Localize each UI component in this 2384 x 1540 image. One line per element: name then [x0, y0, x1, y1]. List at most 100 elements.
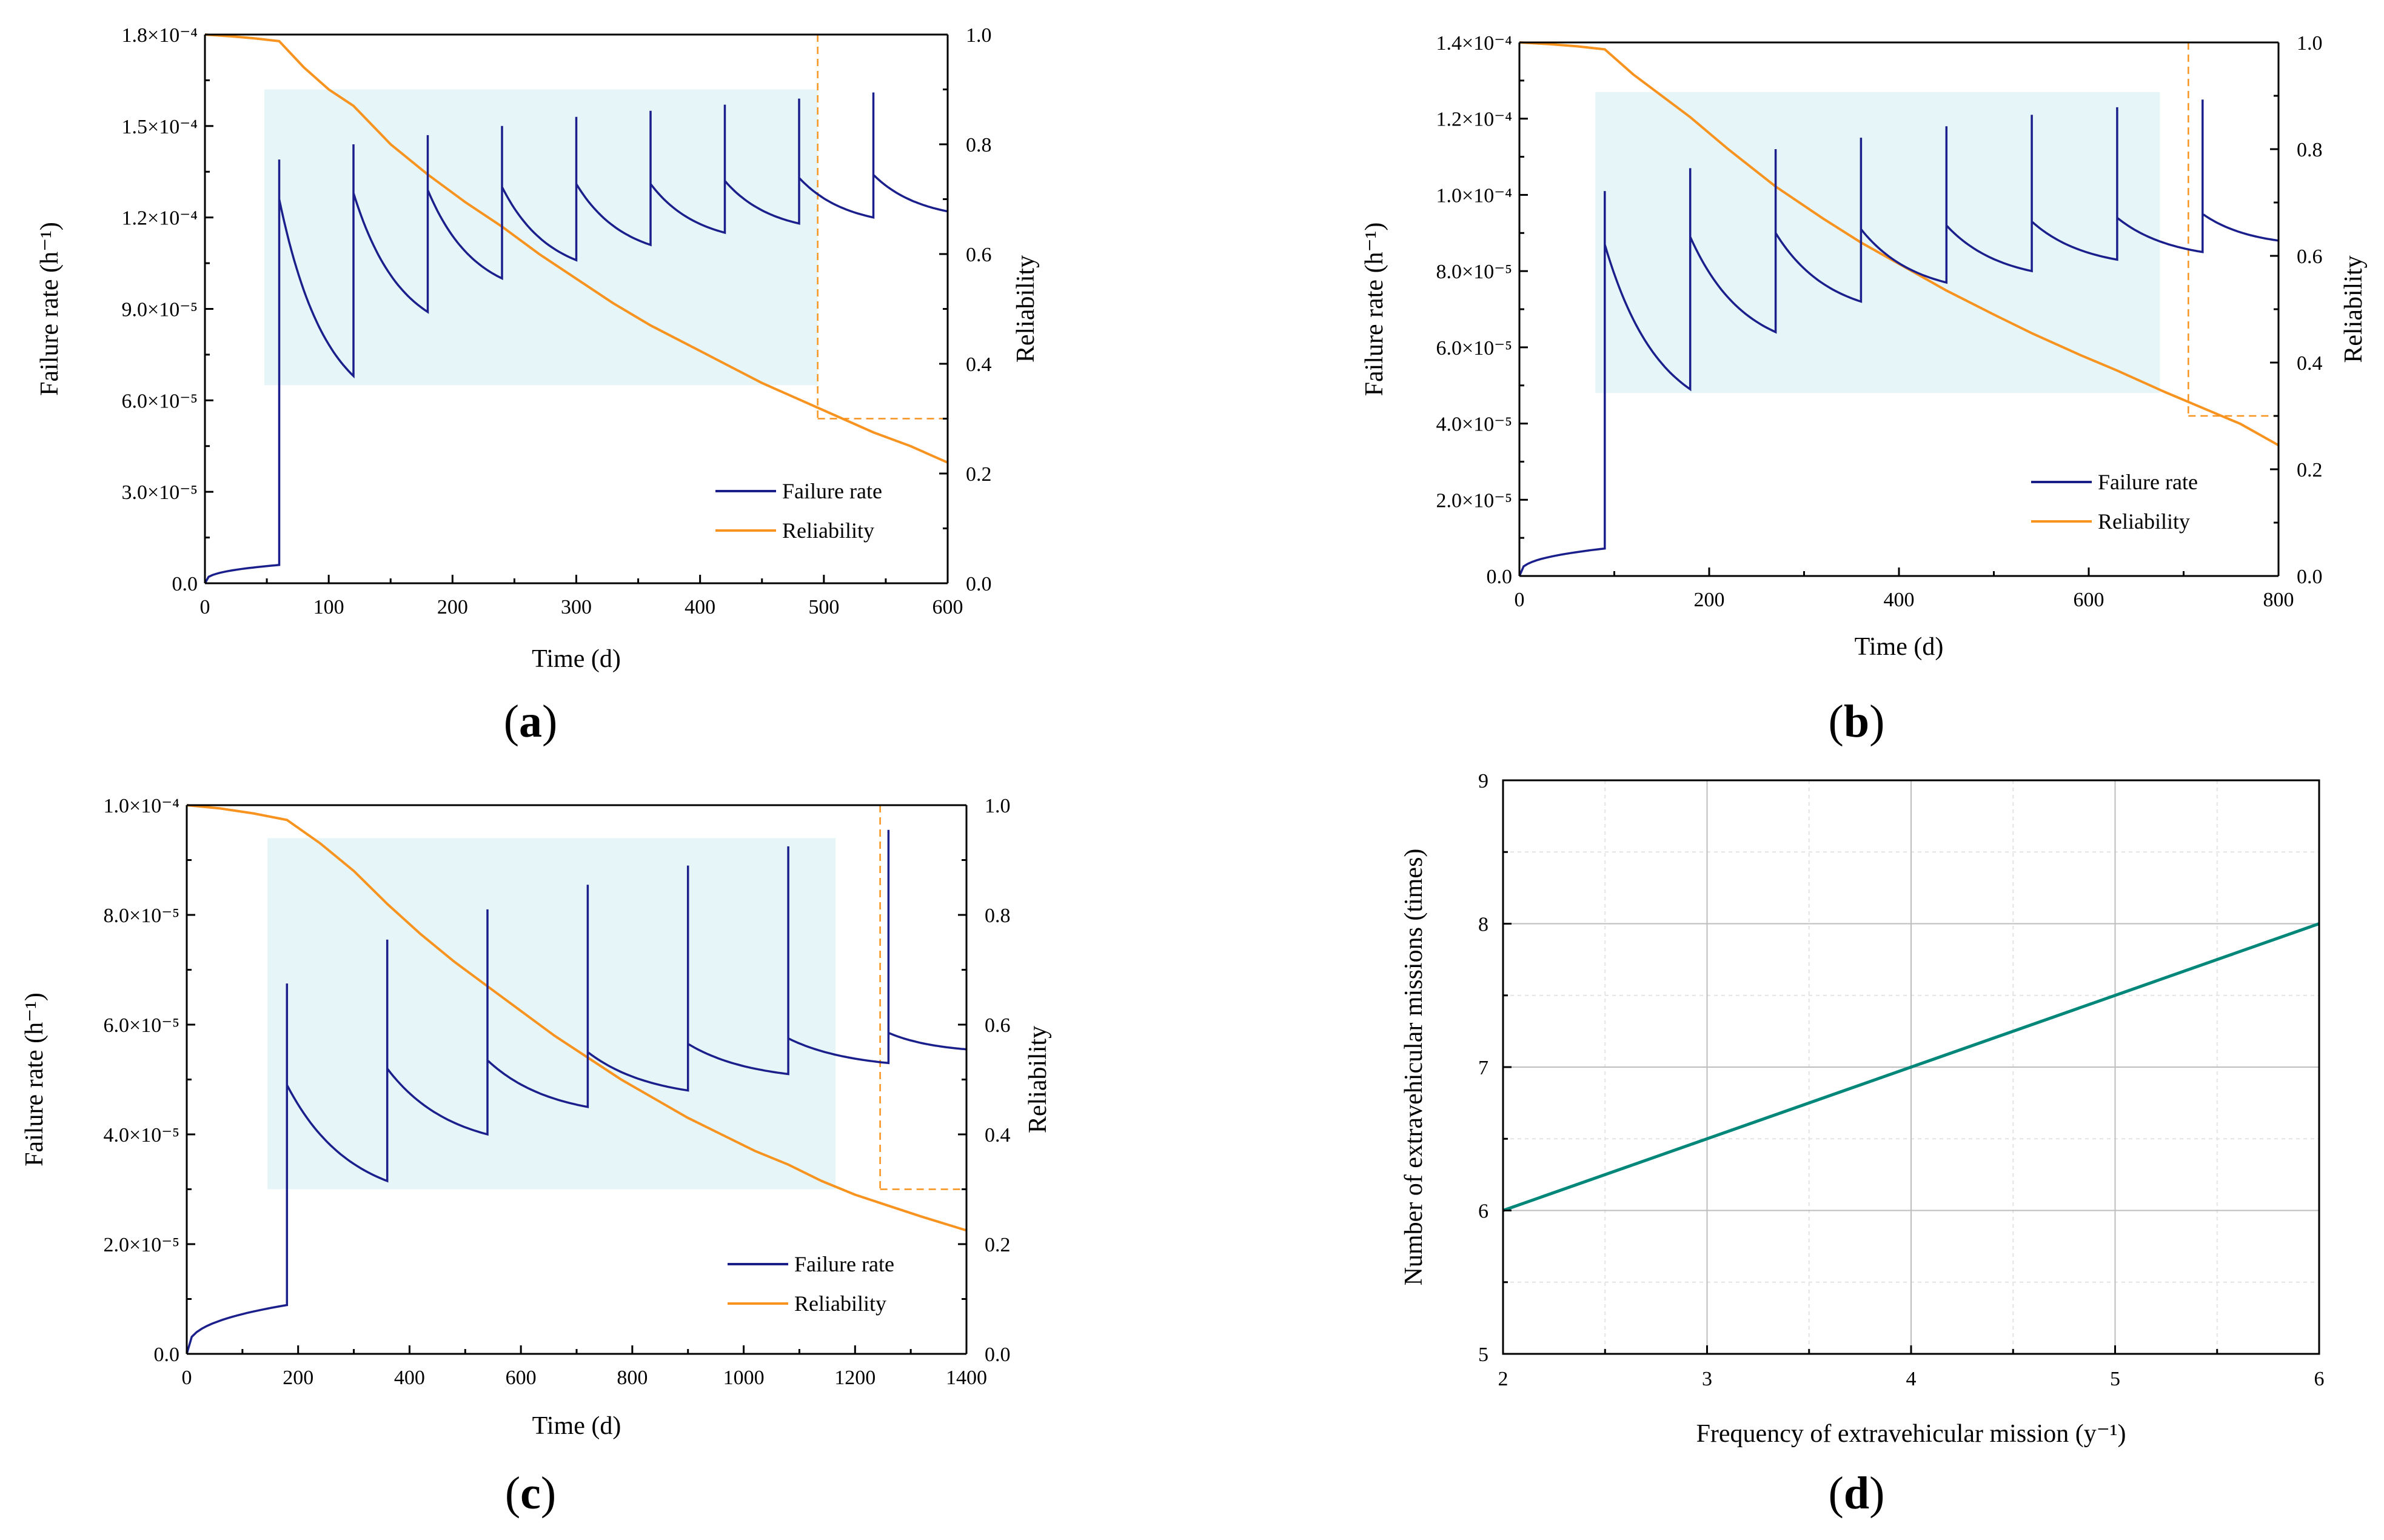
x-tick-label: 800 — [617, 1367, 648, 1389]
panel-label: (d) — [1829, 1468, 1885, 1519]
x-tick-label: 600 — [933, 596, 963, 618]
panel-label-close-paren: ) — [1869, 696, 1884, 747]
x-tick-label: 1000 — [723, 1367, 765, 1389]
panel-label-letter: b — [1844, 696, 1869, 747]
chart-panel-a: 0 100 200 300 400 500 6000.03.0×10⁻⁵6.0×10⁻⁵9.… — [36, 24, 1040, 747]
y-right-tick-label: 0.4 — [2297, 352, 2323, 375]
chart-panel-b: 0 200 400 600 8000.02.0×10⁻⁵4.0×10⁻⁵6.0×10⁻⁵… — [1361, 32, 2368, 747]
y-left-tick-label: 4.0×10⁻⁵ — [104, 1124, 179, 1147]
y-tick-label: 9 — [1478, 770, 1488, 792]
panel-label-letter: c — [520, 1468, 541, 1519]
missions-series-line — [1502, 922, 2320, 1212]
x-axis-title: Time (d) — [532, 645, 621, 673]
y-left-tick-label: 6.0×10⁻⁵ — [1436, 337, 1512, 360]
x-tick-label: 5 — [2110, 1368, 2120, 1390]
x-tick-label: 600 — [2074, 589, 2104, 611]
legend-reliability-label: Reliability — [782, 518, 874, 543]
panel-label-close-paren: ) — [541, 1468, 556, 1519]
x-tick-label: 0 — [182, 1367, 192, 1389]
x-tick-label: 300 — [561, 596, 592, 618]
x-axis-title: Time (d) — [1855, 633, 1944, 661]
y-right-tick-label: 0.6 — [2297, 246, 2323, 268]
chart-panel-d: 2 3 4 5 6 5 6 7 8 9 Frequency of extravehicular mi… — [1400, 770, 2325, 1519]
y-right-tick-label: 0.2 — [966, 463, 992, 486]
y-tick-label: 5 — [1478, 1344, 1488, 1366]
failure-rate-series-line — [186, 829, 967, 1354]
y-right-tick-label: 0.8 — [2297, 139, 2323, 161]
y-right-tick-label: 0.0 — [966, 573, 992, 595]
y-left-tick-label: 6.0×10⁻⁵ — [122, 390, 198, 412]
y-left-tick-label: 1.0×10⁻⁴ — [104, 795, 179, 817]
chart-panel-c: 0 200 400 600 800 1000 1200 1400 0.0 2.0×10⁻⁵ 4.0×… — [21, 795, 1052, 1519]
y-left-axis-title: Failure rate (h⁻¹) — [36, 222, 64, 396]
panel-label: (b) — [1829, 696, 1885, 747]
panel-label-close-paren: ) — [1869, 1468, 1884, 1519]
y-tick-label: 8 — [1478, 914, 1488, 936]
highlight-region — [267, 838, 836, 1190]
panel-label-open-paren: ( — [505, 1468, 520, 1519]
x-axis-title: Time (d) — [532, 1412, 621, 1440]
x-tick-label: 800 — [2263, 589, 2294, 611]
y-right-tick-label: 0.6 — [966, 244, 992, 266]
panel-label-letter: d — [1844, 1468, 1869, 1519]
y-left-tick-label: 6.0×10⁻⁵ — [104, 1014, 179, 1037]
y-right-tick-label: 0.4 — [985, 1124, 1011, 1147]
y-left-tick-label: 1.8×10⁻⁴ — [122, 24, 198, 47]
x-tick-label: 0 — [200, 596, 210, 618]
y-left-tick-label: 8.0×10⁻⁵ — [104, 905, 179, 927]
y-right-tick-label: 0.0 — [2297, 566, 2323, 588]
y-right-tick-label: 0.8 — [966, 134, 992, 156]
x-tick-label: 200 — [1694, 589, 1725, 611]
y-left-tick-label: 1.5×10⁻⁴ — [122, 116, 198, 138]
x-tick-label: 400 — [394, 1367, 425, 1389]
x-tick-label: 4 — [1906, 1368, 1917, 1390]
y-tick-label: 6 — [1478, 1200, 1488, 1223]
x-tick-label: 500 — [808, 596, 839, 618]
x-tick-label: 600 — [506, 1367, 537, 1389]
y-left-axis-title: Failure rate (h⁻¹) — [21, 993, 49, 1167]
x-tick-label: 200 — [283, 1367, 313, 1389]
y-right-axis-title: Reliability — [2340, 255, 2368, 363]
y-left-tick-label: 1.2×10⁻⁴ — [122, 207, 198, 230]
x-tick-label: 100 — [313, 596, 344, 618]
x-tick-label: 3 — [1702, 1368, 1712, 1390]
reliability-series-line — [204, 33, 948, 464]
y-right-tick-label: 0.6 — [985, 1014, 1011, 1037]
legend-failure-label: Failure rate — [2098, 470, 2198, 494]
panel-label-open-paren: ( — [504, 696, 519, 747]
y-right-axis-title: Reliability — [1012, 255, 1040, 363]
y-right-tick-label: 1.0 — [966, 24, 992, 47]
y-left-tick-label: 0.0 — [154, 1344, 180, 1366]
y-left-axis-title: Failure rate (h⁻¹) — [1361, 223, 1388, 397]
y-left-tick-label: 2.0×10⁻⁵ — [1436, 489, 1512, 512]
x-tick-label: 200 — [437, 596, 468, 618]
legend-failure-label: Failure rate — [782, 479, 882, 503]
x-tick-label: 6 — [2314, 1368, 2325, 1390]
y-left-tick-label: 0.0 — [1487, 566, 1513, 588]
y-right-tick-label: 0.8 — [985, 905, 1011, 927]
highlight-region — [264, 89, 818, 386]
panel-label-close-paren: ) — [542, 696, 557, 747]
y-right-tick-label: 0.2 — [985, 1234, 1011, 1256]
y-left-tick-label: 2.0×10⁻⁵ — [104, 1234, 179, 1256]
y-left-tick-label: 1.2×10⁻⁴ — [1436, 109, 1512, 131]
x-tick-label: 0 — [1515, 589, 1525, 611]
highlight-region — [1595, 92, 2160, 393]
x-tick-label: 1400 — [946, 1367, 987, 1389]
panel-label-letter: a — [519, 696, 542, 747]
panel-label: (c) — [505, 1468, 556, 1519]
y-right-tick-label: 1.0 — [2297, 32, 2323, 55]
y-left-tick-label: 1.0×10⁻⁴ — [1436, 184, 1512, 207]
x-tick-label: 2 — [1498, 1368, 1508, 1390]
y-left-tick-label: 9.0×10⁻⁵ — [122, 299, 198, 321]
reliability-series-line — [186, 804, 967, 1232]
y-tick-label: 7 — [1478, 1057, 1488, 1079]
y-right-tick-label: 1.0 — [985, 795, 1011, 817]
panel-label-open-paren: ( — [1829, 696, 1844, 747]
y-left-tick-label: 0.0 — [172, 573, 198, 595]
panel-label: (a) — [504, 696, 558, 747]
y-left-tick-label: 8.0×10⁻⁵ — [1436, 261, 1512, 283]
x-tick-label: 1200 — [834, 1367, 876, 1389]
y-left-tick-label: 3.0×10⁻⁵ — [122, 481, 198, 504]
y-axis-title: Number of extravehicular missions (times… — [1400, 849, 1428, 1286]
